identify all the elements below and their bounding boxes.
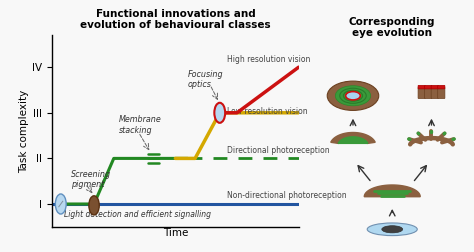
X-axis label: Time: Time — [163, 228, 188, 238]
FancyBboxPatch shape — [431, 85, 438, 89]
Circle shape — [89, 196, 99, 215]
Ellipse shape — [382, 226, 402, 233]
Text: Directional photoreception: Directional photoreception — [227, 146, 330, 155]
Y-axis label: Task complexity: Task complexity — [19, 89, 29, 173]
Text: Light detection and efficient signalling: Light detection and efficient signalling — [64, 210, 211, 218]
FancyBboxPatch shape — [418, 87, 425, 99]
Circle shape — [214, 103, 225, 123]
FancyBboxPatch shape — [418, 85, 425, 89]
FancyBboxPatch shape — [438, 85, 445, 89]
Circle shape — [55, 194, 66, 214]
Text: Low resolution vision: Low resolution vision — [227, 107, 308, 116]
Ellipse shape — [367, 223, 417, 236]
FancyBboxPatch shape — [425, 85, 432, 89]
Title: Functional innovations and
evolution of behavioural classes: Functional innovations and evolution of … — [80, 9, 271, 30]
Text: Membrane
stacking: Membrane stacking — [118, 115, 162, 135]
FancyBboxPatch shape — [438, 87, 445, 99]
Polygon shape — [365, 185, 420, 197]
Circle shape — [327, 81, 379, 110]
Circle shape — [335, 86, 371, 106]
Circle shape — [346, 91, 360, 100]
FancyBboxPatch shape — [425, 87, 432, 99]
Polygon shape — [331, 133, 375, 143]
Text: Focusing
optics: Focusing optics — [188, 70, 223, 89]
FancyBboxPatch shape — [431, 87, 438, 99]
Polygon shape — [338, 137, 368, 143]
Text: High resolution vision: High resolution vision — [227, 54, 310, 64]
Text: Screening
pigment: Screening pigment — [71, 170, 111, 190]
Text: Corresponding
eye evolution: Corresponding eye evolution — [349, 17, 436, 38]
Text: Non-directional photoreception: Non-directional photoreception — [227, 191, 347, 200]
